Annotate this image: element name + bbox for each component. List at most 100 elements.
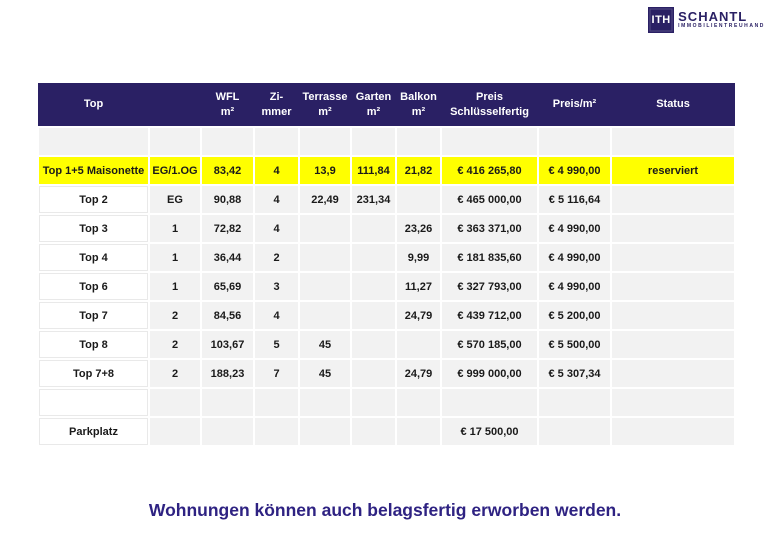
cell-balkon: 11,27: [395, 271, 442, 302]
cell-zimmer: [253, 387, 300, 418]
cell-terrasse: [298, 416, 352, 447]
cell-preis: € 439 712,00: [440, 300, 539, 331]
column-header-floor: [149, 83, 201, 127]
cell-status: [610, 242, 736, 273]
cell-preis-m2: € 4 990,00: [537, 213, 612, 244]
cell-floor: 2: [148, 329, 202, 360]
column-header-wfl: WFL m²: [201, 83, 254, 127]
cell-floor: 1: [148, 242, 202, 273]
cell-status: [610, 184, 736, 215]
cell-wfl: 83,42: [200, 155, 255, 186]
cell-zimmer: 4: [253, 213, 300, 244]
cell-garten: [350, 416, 397, 447]
cell-top: Parkplatz: [37, 416, 150, 447]
price-table: Top WFL m² Zi-mmer Terrasse m² Garten m²: [37, 83, 736, 447]
cell-balkon: [395, 416, 442, 447]
cell-terrasse: 13,9: [298, 155, 352, 186]
cell-wfl: 36,44: [200, 242, 255, 273]
cell-balkon: [395, 126, 442, 157]
column-header-balkon: Balkon m²: [396, 83, 441, 127]
cell-preis: € 363 371,00: [440, 213, 539, 244]
cell-floor: [148, 126, 202, 157]
cell-garten: [350, 387, 397, 418]
cell-garten: [350, 271, 397, 302]
cell-preis: € 181 835,60: [440, 242, 539, 273]
cell-wfl: 84,56: [200, 300, 255, 331]
cell-preis-m2: € 5 307,34: [537, 358, 612, 389]
column-header-zimmer: Zi-mmer: [254, 83, 299, 127]
cell-preis-m2: [537, 416, 612, 447]
cell-balkon: 21,82: [395, 155, 442, 186]
cell-preis: € 416 265,80: [440, 155, 539, 186]
cell-preis: [440, 126, 539, 157]
cell-garten: [350, 242, 397, 273]
footer-note: Wohnungen können auch belagsfertig erwor…: [148, 500, 622, 520]
cell-status: [610, 126, 736, 157]
header-row: Top WFL m² Zi-mmer Terrasse m² Garten m²: [38, 83, 735, 127]
cell-zimmer: 3: [253, 271, 300, 302]
cell-top: [37, 126, 150, 157]
cell-garten: [350, 329, 397, 360]
cell-terrasse: [298, 300, 352, 331]
table-row: [37, 387, 736, 418]
cell-balkon: [395, 184, 442, 215]
table-row: Top 7+8 2 188,23 7 45 24,79 € 999 000,00 € 5 30…: [37, 358, 736, 389]
column-header-garten: Garten m²: [351, 83, 396, 127]
cell-floor: 2: [148, 300, 202, 331]
column-header-preis: Preis Schlüsselfertig: [441, 83, 538, 127]
cell-floor: [148, 416, 202, 447]
cell-balkon: [395, 329, 442, 360]
table-row: Top 8 2 103,67 5 45 € 570 185,00 € 5 500,00: [37, 329, 736, 360]
cell-preis: € 999 000,00: [440, 358, 539, 389]
cell-garten: 111,84: [350, 155, 397, 186]
cell-preis: [440, 387, 539, 418]
cell-floor: EG: [148, 184, 202, 215]
cell-preis-m2: € 5 200,00: [537, 300, 612, 331]
cell-balkon: 9,99: [395, 242, 442, 273]
logo-box-text: ITH: [651, 14, 671, 26]
cell-preis-m2: [537, 126, 612, 157]
cell-zimmer: [253, 416, 300, 447]
cell-floor: EG/1.OG: [148, 155, 202, 186]
cell-preis-m2: € 4 990,00: [537, 271, 612, 302]
cell-preis: € 17 500,00: [440, 416, 539, 447]
cell-preis-m2: € 5 500,00: [537, 329, 612, 360]
ith-logo-icon: ITH: [648, 7, 675, 33]
cell-terrasse: [298, 213, 352, 244]
cell-top: Top 1+5 Maisonette: [37, 155, 150, 186]
cell-top: Top 7+8: [37, 358, 150, 389]
logo-text: SCHANTL IMMOBILIENTREUHAND: [678, 7, 765, 30]
table-row: [37, 126, 736, 157]
cell-terrasse: [298, 242, 352, 273]
cell-balkon: [395, 387, 442, 418]
cell-garten: 231,34: [350, 184, 397, 215]
cell-wfl: 65,69: [200, 271, 255, 302]
cell-zimmer: 5: [253, 329, 300, 360]
cell-floor: 2: [148, 358, 202, 389]
company-logo: ITH SCHANTL IMMOBILIENTREUHAND: [648, 7, 765, 33]
cell-status: [610, 213, 736, 244]
cell-balkon: 23,26: [395, 213, 442, 244]
cell-top: Top 7: [37, 300, 150, 331]
cell-status: [610, 271, 736, 302]
cell-preis-m2: € 5 116,64: [537, 184, 612, 215]
cell-zimmer: 2: [253, 242, 300, 273]
cell-wfl: [200, 126, 255, 157]
column-header-preis-m2: Preis/m²: [538, 83, 611, 127]
cell-status: [610, 358, 736, 389]
cell-zimmer: 4: [253, 300, 300, 331]
logo-name: SCHANTL: [678, 9, 748, 24]
cell-wfl: [200, 416, 255, 447]
logo-subtitle: IMMOBILIENTREUHAND: [678, 23, 765, 29]
cell-preis: € 570 185,00: [440, 329, 539, 360]
cell-status: [610, 416, 736, 447]
cell-top: Top 8: [37, 329, 150, 360]
table-row: Top 4 1 36,44 2 9,99 € 181 835,60 € 4 990,00: [37, 242, 736, 273]
cell-wfl: [200, 387, 255, 418]
cell-status: [610, 329, 736, 360]
cell-garten: [350, 300, 397, 331]
cell-garten: [350, 126, 397, 157]
column-header-status: Status: [611, 83, 735, 127]
cell-balkon: 24,79: [395, 300, 442, 331]
table-row: Top 3 1 72,82 4 23,26 € 363 371,00 € 4 990,00: [37, 213, 736, 244]
